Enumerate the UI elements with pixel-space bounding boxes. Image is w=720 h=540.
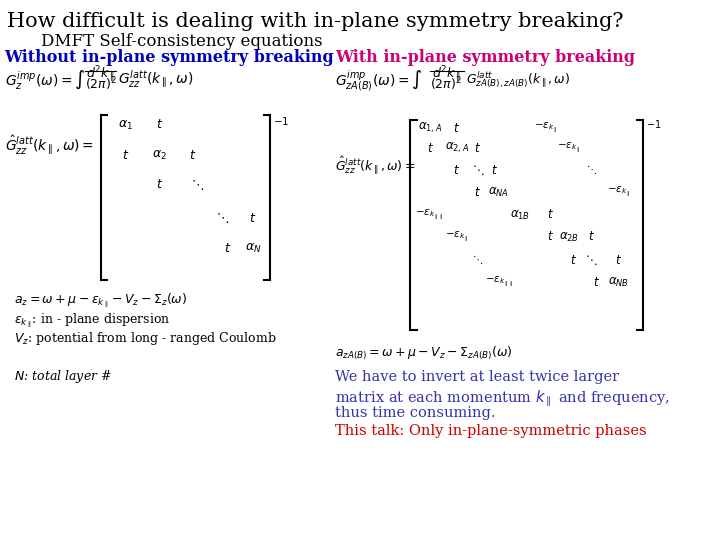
Text: $\alpha_{NB}$: $\alpha_{NB}$ — [608, 275, 629, 288]
Text: $d^2k_{\parallel}$: $d^2k_{\parallel}$ — [432, 65, 462, 85]
Text: $t$: $t$ — [122, 148, 129, 161]
Text: $t$: $t$ — [588, 231, 595, 244]
Text: $-\varepsilon_{k_{\parallel}}$: $-\varepsilon_{k_{\parallel}}$ — [445, 230, 469, 244]
Text: $t$: $t$ — [454, 164, 460, 177]
Text: $t$: $t$ — [454, 122, 460, 134]
Text: $(2\pi)^2$: $(2\pi)^2$ — [85, 75, 117, 92]
Text: $a_{zA(B)} = \omega + \mu - V_z - \Sigma_{zA(B)}(\omega)$: $a_{zA(B)} = \omega + \mu - V_z - \Sigma… — [335, 345, 513, 362]
Text: $\varepsilon_{k_{\parallel}}$: in - plane dispersion: $\varepsilon_{k_{\parallel}}$: in - plan… — [14, 312, 170, 330]
Text: $t$: $t$ — [189, 148, 197, 161]
Text: $\ddots$: $\ddots$ — [472, 164, 484, 177]
Text: $t$: $t$ — [224, 241, 231, 254]
Text: $\alpha_{2,A}$: $\alpha_{2,A}$ — [445, 141, 469, 155]
Text: $t$: $t$ — [491, 164, 498, 177]
Text: $G_z^{imp}(\omega) = \int$: $G_z^{imp}(\omega) = \int$ — [4, 69, 86, 91]
Text: $\alpha_{NA}$: $\alpha_{NA}$ — [488, 185, 509, 199]
Text: $\alpha_2$: $\alpha_2$ — [152, 148, 167, 161]
Text: $a_z = \omega + \mu - \varepsilon_{k_{\parallel}} - V_z - \Sigma_z(\omega)$: $a_z = \omega + \mu - \varepsilon_{k_{\p… — [14, 292, 187, 310]
Text: $\hat{G}_{zz}^{latt}(k_{\parallel},\omega) = $: $\hat{G}_{zz}^{latt}(k_{\parallel},\omeg… — [335, 154, 415, 176]
Text: $t$: $t$ — [593, 275, 600, 288]
Text: This talk: Only in-plane-symmetric phases: This talk: Only in-plane-symmetric phase… — [335, 424, 647, 438]
Text: With in-plane symmetry breaking: With in-plane symmetry breaking — [335, 49, 635, 66]
Text: $G_{zz}^{latt}(k_{\parallel},\omega)$: $G_{zz}^{latt}(k_{\parallel},\omega)$ — [118, 69, 194, 91]
Text: thus time consuming.: thus time consuming. — [335, 406, 495, 420]
Text: $-1$: $-1$ — [273, 115, 289, 127]
Text: $t$: $t$ — [474, 186, 481, 199]
Text: $t$: $t$ — [156, 179, 163, 192]
Text: $t$: $t$ — [547, 231, 554, 244]
Text: $\alpha_{2B}$: $\alpha_{2B}$ — [559, 231, 579, 244]
Text: $V_z$: potential from long - ranged Coulomb: $V_z$: potential from long - ranged Coul… — [14, 330, 276, 347]
Text: $-\varepsilon_{k_{\parallel}}$: $-\varepsilon_{k_{\parallel}}$ — [534, 121, 558, 135]
Text: $t$: $t$ — [427, 141, 434, 154]
Text: $t$: $t$ — [570, 253, 577, 267]
Text: $t$: $t$ — [616, 253, 622, 267]
Text: $\ddots$: $\ddots$ — [586, 164, 597, 177]
Text: $d^2k_{\parallel}$: $d^2k_{\parallel}$ — [86, 65, 115, 85]
Text: matrix at each momentum $k_{\parallel}$ and frequency,: matrix at each momentum $k_{\parallel}$ … — [335, 388, 670, 409]
Text: $G_{zA(B)}^{imp}(\omega) = \int$: $G_{zA(B)}^{imp}(\omega) = \int$ — [335, 69, 423, 94]
Text: DMFT Self-consistency equations: DMFT Self-consistency equations — [41, 33, 323, 50]
Text: $\ddots$: $\ddots$ — [472, 253, 483, 267]
Text: $\ddots$: $\ddots$ — [585, 253, 598, 267]
Text: $N$: total layer #: $N$: total layer # — [14, 368, 112, 385]
Text: $\alpha_1$: $\alpha_1$ — [118, 118, 133, 132]
Text: $t$: $t$ — [249, 212, 256, 225]
Text: We have to invert at least twice larger: We have to invert at least twice larger — [335, 370, 619, 384]
Text: $\hat{G}_{zz}^{latt}(k_{\parallel},\omega) = $: $\hat{G}_{zz}^{latt}(k_{\parallel},\omeg… — [4, 133, 94, 157]
Text: $-\varepsilon_{k_{\parallel\parallel}}$: $-\varepsilon_{k_{\parallel\parallel}}$ — [485, 275, 513, 289]
Text: How difficult is dealing with in-plane symmetry breaking?: How difficult is dealing with in-plane s… — [7, 12, 624, 31]
Text: $-\varepsilon_{k_{\parallel}}$: $-\varepsilon_{k_{\parallel}}$ — [607, 185, 631, 199]
Text: $G_{zA(B),zA(B)}^{latt}(k_{\parallel},\omega)$: $G_{zA(B),zA(B)}^{latt}(k_{\parallel},\o… — [466, 69, 570, 90]
Text: $t$: $t$ — [474, 141, 481, 154]
Text: $\alpha_N$: $\alpha_N$ — [245, 241, 261, 254]
Text: Without in-plane symmetry breaking: Without in-plane symmetry breaking — [4, 49, 334, 66]
Text: $\alpha_{1B}$: $\alpha_{1B}$ — [510, 208, 530, 221]
Text: $\ddots$: $\ddots$ — [217, 211, 230, 225]
Text: $-\varepsilon_{k_{\parallel}}$: $-\varepsilon_{k_{\parallel}}$ — [557, 141, 580, 155]
Text: $t$: $t$ — [547, 208, 554, 221]
Text: $\alpha_{1,A}$: $\alpha_{1,A}$ — [418, 121, 443, 135]
Text: $t$: $t$ — [156, 118, 163, 132]
Text: $-\varepsilon_{k_{\parallel\parallel}}$: $-\varepsilon_{k_{\parallel\parallel}}$ — [415, 208, 443, 222]
Text: $-1$: $-1$ — [646, 118, 662, 130]
Text: $\ddots$: $\ddots$ — [191, 178, 204, 192]
Text: $(2\pi)^2$: $(2\pi)^2$ — [431, 75, 462, 92]
